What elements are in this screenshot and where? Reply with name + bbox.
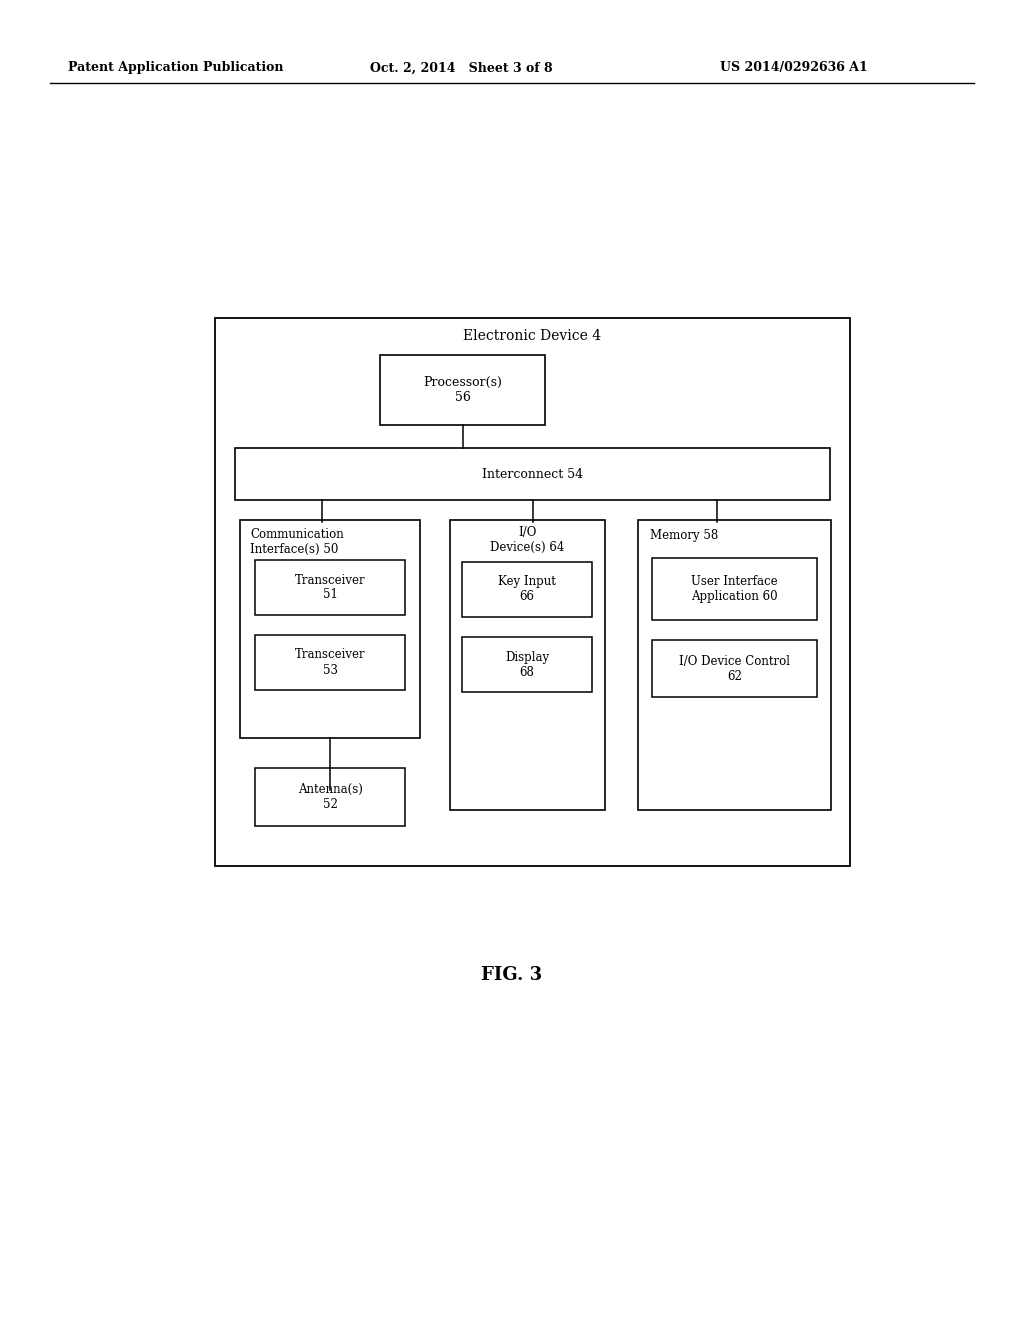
Bar [380,355,545,425]
Bar [240,520,420,738]
Bar [215,318,850,866]
Bar [450,520,605,810]
Text: Key Input
66: Key Input 66 [498,576,556,603]
Text: I/O Device Control
62: I/O Device Control 62 [679,655,790,682]
Text: I/O
Device(s) 64: I/O Device(s) 64 [490,525,564,554]
Bar [462,562,592,616]
Text: Memory 58: Memory 58 [650,529,718,543]
Bar [652,640,817,697]
Text: Transceiver
53: Transceiver 53 [295,648,366,676]
Bar [462,638,592,692]
Text: US 2014/0292636 A1: US 2014/0292636 A1 [720,62,867,74]
Text: Antenna(s)
52: Antenna(s) 52 [298,783,362,810]
Bar [255,768,406,826]
Text: Display
68: Display 68 [505,651,549,678]
Text: Oct. 2, 2014   Sheet 3 of 8: Oct. 2, 2014 Sheet 3 of 8 [370,62,553,74]
Bar [255,635,406,690]
Text: Patent Application Publication: Patent Application Publication [68,62,284,74]
Text: User Interface
Application 60: User Interface Application 60 [691,576,778,603]
Bar [652,558,817,620]
Bar [255,560,406,615]
Text: Communication
Interface(s) 50: Communication Interface(s) 50 [250,528,344,556]
Text: Electronic Device 4: Electronic Device 4 [464,329,601,343]
Bar [638,520,831,810]
Text: Processor(s)
56: Processor(s) 56 [423,376,502,404]
Text: FIG. 3: FIG. 3 [481,966,543,983]
Text: Interconnect 54: Interconnect 54 [482,467,583,480]
Bar [234,447,830,500]
Text: Transceiver
51: Transceiver 51 [295,573,366,602]
